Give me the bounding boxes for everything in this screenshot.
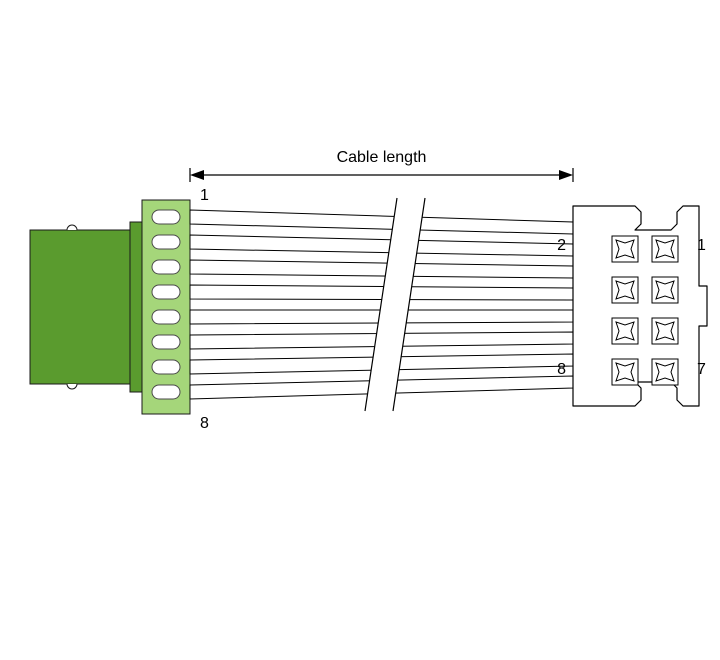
- dimension-arrow-left: [190, 170, 204, 180]
- right-connector-pin: [652, 318, 678, 344]
- dimension-cable-length: Cable length: [190, 149, 573, 182]
- left-connector-shoulder: [130, 222, 142, 392]
- dimension-label: Cable length: [337, 149, 427, 166]
- left-connector-pin: [152, 285, 180, 299]
- right-connector-pin: [612, 277, 638, 303]
- left-connector-notch: [67, 225, 77, 230]
- ribbon-cable: [190, 198, 573, 411]
- right-connector-pin: [652, 277, 678, 303]
- left-connector-pin: [152, 235, 180, 249]
- left-connector-pin: [152, 360, 180, 374]
- left-connector-pin: [152, 210, 180, 224]
- right-connector: [573, 206, 707, 406]
- left-connector-body: [30, 230, 130, 384]
- right-connector-pin: [612, 359, 638, 385]
- left-connector-pin: [152, 310, 180, 324]
- pin-label: 8: [200, 415, 209, 432]
- right-connector-pin: [612, 236, 638, 262]
- cable-wire: [190, 210, 573, 234]
- left-connector-pin: [152, 385, 180, 399]
- cable-wire: [190, 260, 573, 278]
- dimension-arrow-right: [559, 170, 573, 180]
- right-connector-outline: [573, 206, 707, 406]
- left-connector-pin: [152, 260, 180, 274]
- right-connector-pin: [652, 359, 678, 385]
- pin-label: 1: [697, 237, 706, 254]
- cable-wire: [190, 235, 573, 256]
- right-connector-pin: [612, 318, 638, 344]
- left-connector-notch: [67, 384, 77, 389]
- right-connector-pin: [652, 236, 678, 262]
- cable-break-mask: [365, 198, 425, 411]
- pin-label: 2: [557, 237, 566, 254]
- pin-label: 1: [200, 187, 209, 204]
- pin-label: 7: [697, 361, 706, 378]
- left-connector-header: [142, 200, 190, 414]
- left-connector: [30, 200, 190, 414]
- pin-label: 8: [557, 361, 566, 378]
- left-connector-pin: [152, 335, 180, 349]
